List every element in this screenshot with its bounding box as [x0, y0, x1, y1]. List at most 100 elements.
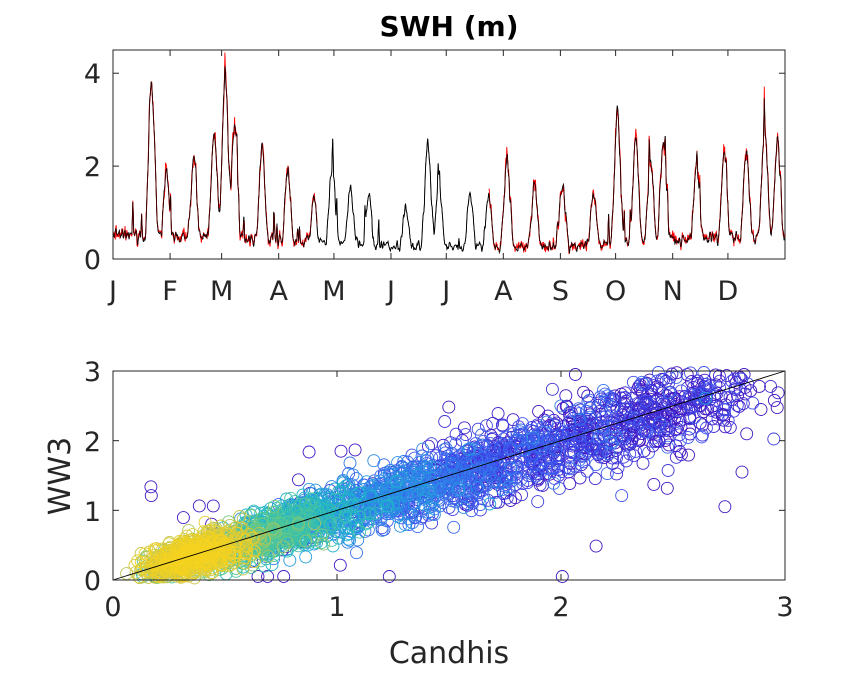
scatter-point — [464, 477, 478, 491]
scatter-point — [736, 397, 750, 411]
scatter-point — [308, 506, 322, 520]
scatter-point — [202, 530, 215, 544]
scatter-point — [639, 394, 653, 408]
scatter-point — [214, 554, 228, 568]
scatter-point — [419, 491, 433, 505]
scatter-point — [403, 462, 417, 475]
scatter-point — [436, 465, 450, 479]
scatter-point — [494, 441, 508, 455]
scatter-point — [549, 443, 563, 457]
scatter-point — [487, 442, 501, 456]
scatter-point — [707, 420, 721, 433]
scatter-point — [429, 461, 443, 475]
scatter-point — [673, 434, 687, 448]
scatter-point — [662, 386, 676, 400]
scatter-point — [442, 400, 456, 414]
scatter-point — [351, 533, 365, 547]
scatter-point — [637, 395, 651, 409]
scatter-point — [580, 464, 594, 478]
scatter-point — [573, 417, 587, 431]
scatter-point — [192, 499, 206, 513]
x-axis-label: Candhis — [389, 636, 509, 671]
scatter-point — [770, 401, 784, 415]
scatter-point — [531, 495, 545, 509]
scatter-point — [486, 474, 500, 488]
scatter-point — [542, 434, 556, 448]
scatter-point — [463, 442, 477, 456]
scatter-point — [616, 450, 630, 464]
scatter-point — [312, 505, 326, 519]
scatter-point — [205, 546, 219, 560]
scatter-point — [212, 556, 225, 570]
scatter-point — [244, 509, 258, 523]
scatter-point — [398, 518, 412, 531]
scatter-point — [470, 480, 484, 494]
scatter-point — [389, 474, 403, 488]
scatter-point — [236, 512, 250, 526]
scatter-point — [433, 451, 447, 465]
scatter-point — [582, 414, 596, 428]
scatter-point — [239, 539, 253, 553]
scatter-point — [670, 366, 684, 380]
scatter-point — [562, 424, 575, 438]
ytick-label: 1 — [84, 497, 101, 528]
scatter-point — [451, 482, 465, 496]
scatter-point — [397, 455, 411, 468]
scatter-point — [640, 425, 654, 439]
scatter-point — [699, 383, 713, 397]
scatter-point — [332, 485, 346, 499]
scatter-point — [497, 476, 511, 489]
scatter-point — [394, 470, 408, 484]
scatter-point — [502, 480, 516, 494]
scatter-point — [735, 372, 749, 386]
scatter-point — [583, 410, 597, 424]
scatter-point — [138, 547, 152, 561]
scatter-point — [349, 489, 363, 503]
scatter-point — [410, 483, 424, 497]
scatter-point — [547, 413, 561, 427]
scatter-point — [470, 453, 484, 467]
scatter-point — [316, 499, 330, 513]
scatter-point — [369, 506, 383, 520]
scatter-point — [555, 465, 569, 478]
scatter-point — [206, 499, 220, 513]
scatter-point — [328, 482, 342, 496]
scatter-point — [723, 421, 737, 434]
candhis-series-line-overlay — [112, 65, 786, 254]
timeseries-axes-box — [112, 49, 786, 260]
scatter-point — [717, 413, 731, 427]
scatter-point — [595, 446, 609, 459]
scatter-point — [391, 456, 405, 470]
scatter-point — [417, 497, 430, 511]
scatter-point — [380, 499, 394, 512]
scatter-point — [504, 462, 518, 476]
scatter-point — [655, 395, 669, 409]
scatter-point — [407, 499, 421, 513]
scatter-point — [577, 449, 591, 463]
scatter-point — [284, 491, 298, 505]
scatter-point — [547, 476, 561, 490]
scatter-point — [647, 394, 661, 408]
scatter-point — [633, 378, 647, 392]
scatter-point — [554, 429, 568, 442]
scatter-point — [144, 480, 158, 494]
scatter-point — [641, 386, 655, 400]
scatter-point — [462, 443, 476, 457]
scatter-point — [346, 468, 360, 482]
scatter-point — [754, 403, 768, 416]
scatter-point — [256, 512, 270, 526]
scatter-point — [610, 431, 624, 445]
scatter-point — [572, 428, 586, 442]
scatter-point — [516, 417, 529, 431]
scatter-point — [517, 442, 531, 456]
scatter-point — [427, 508, 441, 522]
scatter-point — [771, 386, 785, 400]
scatter-point — [350, 546, 363, 560]
scatter-point — [342, 527, 356, 541]
scatter-point — [626, 375, 640, 389]
scatter-point — [615, 418, 629, 432]
scatter-point — [296, 488, 310, 502]
scatter-point — [459, 428, 473, 442]
scatter-point — [560, 431, 574, 445]
